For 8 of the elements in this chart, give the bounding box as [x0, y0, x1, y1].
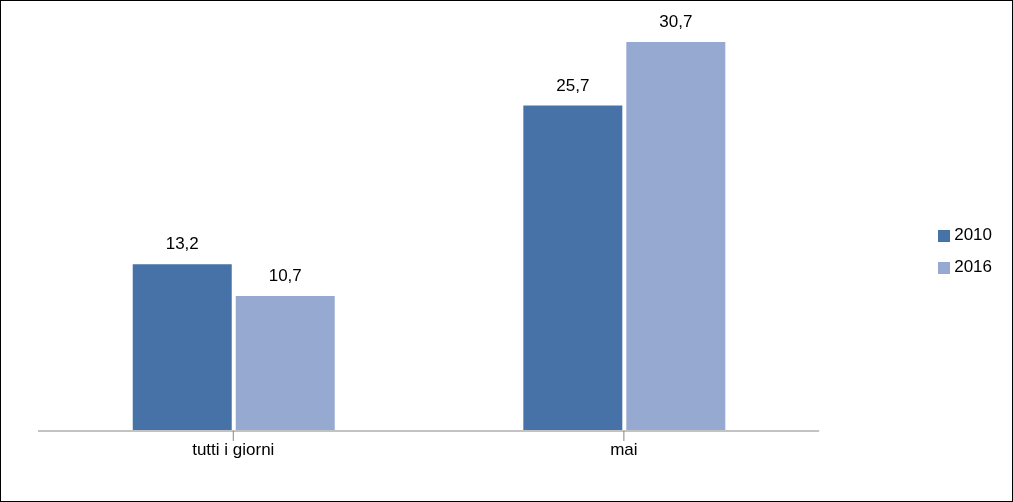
x-tick-label: mai	[610, 440, 638, 460]
data-label: 30,7	[659, 12, 693, 31]
x-tick-label: tutti i giorni	[192, 440, 275, 460]
data-label: 10,7	[268, 266, 302, 286]
legend-label: 2010	[954, 225, 992, 244]
data-label: 25,7	[556, 75, 590, 95]
data-label: 13,2	[165, 234, 199, 254]
legend-label: 2016	[954, 257, 992, 276]
